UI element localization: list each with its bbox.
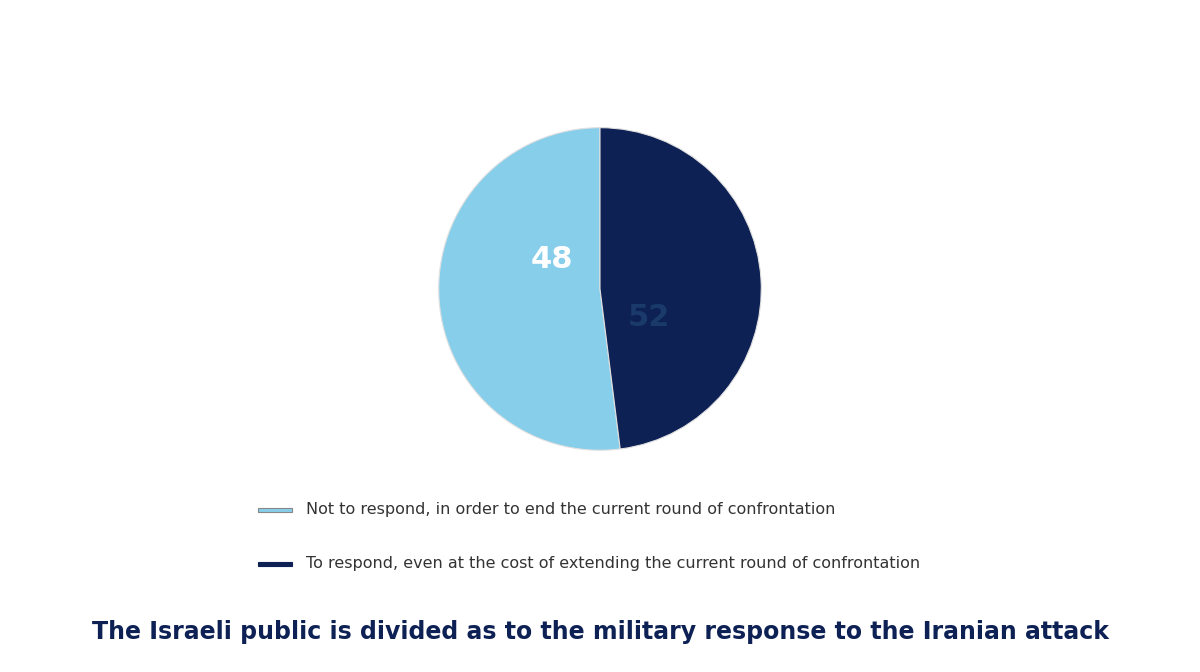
Text: 52: 52: [628, 304, 670, 333]
Text: Not to respond, in order to end the current round of confrontation: Not to respond, in order to end the curr…: [306, 502, 835, 517]
Wedge shape: [439, 128, 620, 450]
Text: Should Israel respond to the Iranian attack on Saturday night?: Should Israel respond to the Iranian att…: [84, 28, 1116, 56]
Text: The Israeli public is divided as to the military response to the Iranian attack: The Israeli public is divided as to the …: [91, 620, 1109, 644]
Wedge shape: [600, 128, 761, 449]
Text: To respond, even at the cost of extending the current round of confrontation: To respond, even at the cost of extendin…: [306, 556, 920, 571]
FancyBboxPatch shape: [258, 508, 292, 512]
FancyBboxPatch shape: [258, 562, 292, 566]
Text: 48: 48: [530, 245, 572, 274]
